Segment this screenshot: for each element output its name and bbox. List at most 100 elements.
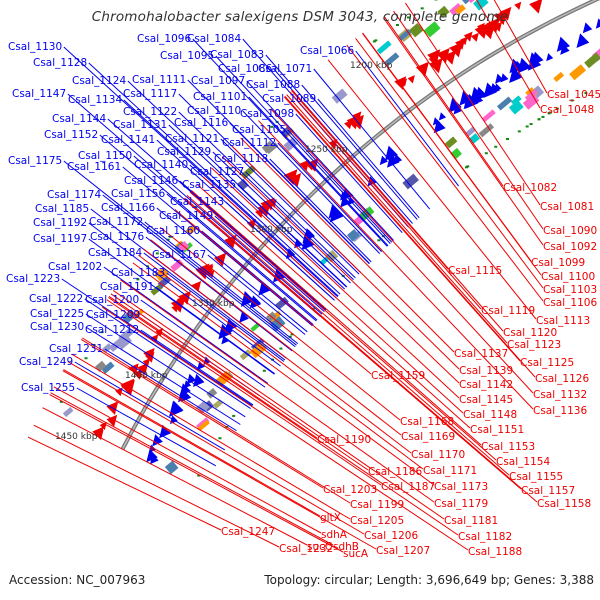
reverse-gene-label[interactable]: Csal_1103 [543, 284, 597, 296]
reverse-gene-label[interactable]: Csal_1207 [376, 545, 430, 557]
forward-gene-label[interactable]: Csal_1096 [137, 33, 191, 45]
forward-gene-label[interactable]: Csal_1167 [152, 249, 206, 261]
forward-gene-label[interactable]: Csal_1084 [187, 33, 241, 45]
forward-gene-label[interactable]: Csal_1112 [222, 137, 276, 149]
reverse-gene-label[interactable]: Csal_1126 [535, 373, 589, 385]
reverse-gene-label[interactable]: gltX [320, 512, 341, 524]
reverse-gene-label[interactable]: Csal_1182 [458, 531, 512, 543]
reverse-gene-label[interactable]: Csal_1092 [543, 241, 597, 253]
forward-gene-label[interactable]: Csal_1071 [258, 63, 312, 75]
reverse-gene-label[interactable]: Csal_1186 [368, 466, 422, 478]
forward-gene-label[interactable]: Csal_1143 [170, 196, 224, 208]
reverse-gene-label[interactable]: Csal_1132 [533, 389, 587, 401]
forward-gene-label[interactable]: Csal_1192 [33, 217, 87, 229]
forward-gene-label[interactable]: Csal_1121 [165, 133, 219, 145]
reverse-gene-label[interactable]: Csal_1206 [364, 530, 418, 542]
reverse-gene-label[interactable]: Csal_1106 [543, 297, 597, 309]
forward-gene-label[interactable]: Csal_1127 [190, 166, 244, 178]
reverse-gene-label[interactable]: sucA [343, 548, 369, 560]
reverse-gene-label[interactable]: Csal_1081 [540, 201, 594, 213]
forward-gene-label[interactable]: Csal_1111 [132, 74, 186, 86]
forward-gene-label[interactable]: Csal_1149 [159, 210, 213, 222]
forward-gene-label[interactable]: Csal_1086 [218, 63, 272, 75]
forward-gene-label[interactable]: Csal_1152 [44, 129, 98, 141]
reverse-gene-label[interactable]: Csal_1048 [540, 104, 594, 116]
forward-gene-label[interactable]: Csal_1209 [86, 309, 140, 321]
reverse-gene-label[interactable]: Csal_1205 [350, 515, 404, 527]
reverse-gene-label[interactable]: Csal_1142 [459, 379, 513, 391]
reverse-gene-label[interactable]: Csal_1137 [454, 348, 508, 360]
forward-gene-label[interactable]: Csal_1089 [262, 93, 316, 105]
reverse-gene-label[interactable]: Csal_1125 [520, 357, 574, 369]
reverse-gene-label[interactable]: Csal_1139 [459, 365, 513, 377]
forward-gene-label[interactable]: Csal_1156 [111, 188, 165, 200]
reverse-gene-label[interactable]: Csal_1045 [547, 89, 600, 101]
forward-gene-label[interactable]: Csal_1160 [146, 225, 200, 237]
reverse-gene-label[interactable]: Csal_1123 [507, 339, 561, 351]
reverse-gene-label[interactable]: Csal_1159 [371, 370, 425, 382]
forward-gene-label[interactable]: Csal_1140 [134, 159, 188, 171]
forward-gene-label[interactable]: Csal_1225 [30, 308, 84, 320]
reverse-gene-label[interactable]: Csal_1247 [221, 526, 275, 538]
forward-gene-label[interactable]: Csal_1161 [67, 161, 121, 173]
forward-gene-label[interactable]: Csal_1116 [174, 117, 228, 129]
forward-gene-label[interactable]: Csal_1150 [78, 150, 132, 162]
forward-gene-label[interactable]: Csal_1183 [111, 267, 165, 279]
forward-gene-label[interactable]: Csal_1174 [47, 189, 101, 201]
forward-gene-label[interactable]: Csal_1118 [214, 153, 268, 165]
reverse-gene-label[interactable]: Csal_1155 [509, 471, 563, 483]
reverse-gene-label[interactable]: Csal_1119 [481, 305, 535, 317]
forward-gene-label[interactable]: Csal_1129 [157, 146, 211, 158]
reverse-gene-label[interactable]: Csal_1090 [543, 225, 597, 237]
reverse-gene-label[interactable]: Csal_1151 [470, 424, 524, 436]
forward-gene-label[interactable]: Csal_1097 [191, 75, 245, 87]
reverse-gene-label[interactable]: Csal_1136 [533, 405, 587, 417]
forward-gene-label[interactable]: Csal_1166 [101, 202, 155, 214]
reverse-gene-label[interactable]: Csal_1120 [503, 327, 557, 339]
forward-gene-label[interactable]: Csal_1223 [6, 273, 60, 285]
reverse-gene-label[interactable]: Csal_1232 [279, 543, 333, 555]
forward-gene-label[interactable]: Csal_1231 [49, 343, 103, 355]
forward-gene-label[interactable]: Csal_1141 [101, 134, 155, 146]
forward-gene-label[interactable]: Csal_1184 [88, 247, 142, 259]
reverse-gene-label[interactable]: sdhA [321, 529, 348, 541]
reverse-gene-label[interactable]: Csal_1100 [541, 271, 595, 283]
forward-gene-label[interactable]: Csal_1105 [232, 124, 286, 136]
forward-gene-label[interactable]: Csal_1130 [8, 41, 62, 53]
forward-gene-label[interactable]: Csal_1088 [246, 79, 300, 91]
forward-gene-label[interactable]: Csal_1212 [85, 324, 139, 336]
forward-gene-label[interactable]: Csal_1249 [19, 356, 73, 368]
forward-gene-label[interactable]: Csal_1222 [29, 293, 83, 305]
forward-gene-label[interactable]: Csal_1200 [85, 294, 139, 306]
reverse-gene-label[interactable]: Csal_1199 [350, 499, 404, 511]
forward-gene-label[interactable]: Csal_1191 [100, 281, 154, 293]
reverse-gene-label[interactable]: Csal_1168 [400, 416, 454, 428]
forward-gene-label[interactable]: Csal_1083 [210, 49, 264, 61]
reverse-gene-label[interactable]: Csal_1153 [481, 441, 535, 453]
forward-gene-label[interactable]: Csal_1176 [90, 231, 144, 243]
forward-gene-label[interactable]: Csal_1101 [193, 91, 247, 103]
reverse-gene-label[interactable]: Csal_1171 [423, 465, 477, 477]
reverse-gene-label[interactable]: sdhB [333, 541, 359, 553]
forward-gene-label[interactable]: Csal_1124 [72, 75, 126, 87]
forward-gene-label[interactable]: Csal_1122 [123, 106, 177, 118]
forward-gene-label[interactable]: Csal_1144 [52, 113, 106, 125]
reverse-gene-label[interactable]: Csal_1203 [323, 484, 377, 496]
reverse-gene-label[interactable]: Csal_1181 [444, 515, 498, 527]
forward-gene-label[interactable]: Csal_1131 [113, 119, 167, 131]
reverse-gene-label[interactable]: sucC [307, 541, 332, 553]
reverse-gene-label[interactable]: Csal_1173 [434, 481, 488, 493]
reverse-gene-label[interactable]: Csal_1145 [459, 394, 513, 406]
forward-gene-label[interactable]: Csal_1185 [35, 203, 89, 215]
reverse-gene-label[interactable]: Csal_1158 [537, 498, 591, 510]
forward-gene-label[interactable]: Csal_1128 [33, 57, 87, 69]
reverse-gene-label[interactable]: Csal_1148 [463, 409, 517, 421]
reverse-gene-label[interactable]: Csal_1187 [381, 481, 435, 493]
reverse-gene-label[interactable]: Csal_1113 [536, 315, 590, 327]
reverse-gene-label[interactable]: Csal_1115 [448, 265, 502, 277]
forward-gene-label[interactable]: Csal_1230 [30, 321, 84, 333]
forward-gene-label[interactable]: Csal_1066 [300, 45, 354, 57]
reverse-gene-label[interactable]: Csal_1190 [317, 434, 371, 446]
reverse-gene-label[interactable]: Csal_1169 [401, 431, 455, 443]
reverse-gene-label[interactable]: Csal_1099 [531, 257, 585, 269]
